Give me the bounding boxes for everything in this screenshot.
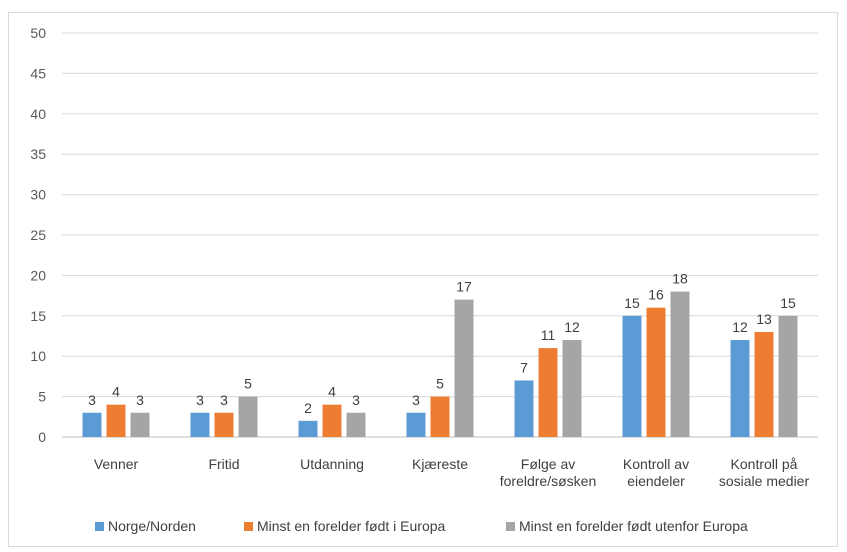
data-label: 5 xyxy=(436,376,444,392)
bar xyxy=(190,412,210,437)
chart-frame xyxy=(8,12,838,547)
y-tick-label: 20 xyxy=(30,267,46,283)
x-category-label: Kontroll på xyxy=(731,456,798,472)
data-label: 12 xyxy=(564,319,580,335)
data-label: 18 xyxy=(672,271,688,287)
x-category-label: foreldre/søsken xyxy=(500,473,596,489)
data-label: 12 xyxy=(732,319,748,335)
bar xyxy=(298,420,318,437)
data-label: 2 xyxy=(304,400,312,416)
x-category-label: Venner xyxy=(94,456,139,472)
bar xyxy=(670,291,690,437)
x-category-label: Følge av xyxy=(521,456,575,472)
bar xyxy=(778,315,798,437)
data-label: 3 xyxy=(220,392,228,408)
x-category-label: Kontroll av xyxy=(623,456,689,472)
data-label: 15 xyxy=(624,295,640,311)
x-axis: Venner Fritid Utdanning Kjæreste Følge avfor… xyxy=(94,456,810,489)
x-category-label: sosiale medier xyxy=(719,473,810,489)
bar xyxy=(514,380,534,437)
bar xyxy=(622,315,642,437)
legend-label: Minst en forelder født utenfor Europa xyxy=(519,518,748,534)
bars xyxy=(82,291,798,437)
data-label: 3 xyxy=(196,392,204,408)
data-label: 15 xyxy=(780,295,796,311)
data-label: 7 xyxy=(520,359,528,375)
x-category-label: Utdanning xyxy=(300,456,364,472)
y-tick-label: 30 xyxy=(30,187,46,203)
y-tick-label: 5 xyxy=(38,389,46,405)
bar xyxy=(754,331,774,437)
legend-item: Norge/Norden xyxy=(95,518,196,534)
y-axis: 0 5 10 15 20 25 30 35 40 45 50 xyxy=(30,25,46,445)
data-label: 4 xyxy=(328,384,336,400)
y-tick-label: 0 xyxy=(38,429,46,445)
data-label: 3 xyxy=(136,392,144,408)
legend: Norge/Norden Minst en forelder født i Eur… xyxy=(95,518,748,534)
data-label: 3 xyxy=(88,392,96,408)
bar xyxy=(454,299,474,437)
x-category-label: Kjæreste xyxy=(412,456,468,472)
bar xyxy=(562,340,582,437)
legend-swatch xyxy=(244,522,253,531)
legend-item: Minst en forelder født i Europa xyxy=(244,518,446,534)
bar xyxy=(214,412,234,437)
bar xyxy=(82,412,102,437)
legend-label: Minst en forelder født i Europa xyxy=(257,518,446,534)
data-label: 3 xyxy=(412,392,420,408)
legend-swatch xyxy=(506,522,515,531)
bar xyxy=(538,348,558,437)
data-label: 13 xyxy=(756,311,772,327)
bar xyxy=(238,396,258,437)
data-label: 3 xyxy=(352,392,360,408)
y-tick-label: 25 xyxy=(30,227,46,243)
bar xyxy=(130,412,150,437)
y-tick-label: 35 xyxy=(30,146,46,162)
y-tick-label: 45 xyxy=(30,65,46,81)
x-category-label: Fritid xyxy=(208,456,239,472)
bar xyxy=(646,307,666,437)
bar xyxy=(406,412,426,437)
gridlines xyxy=(62,32,818,438)
data-label: 5 xyxy=(244,376,252,392)
x-category-label: eiendeler xyxy=(627,473,685,489)
bar xyxy=(430,396,450,437)
y-tick-label: 50 xyxy=(30,25,46,41)
legend-swatch xyxy=(95,522,104,531)
legend-label: Norge/Norden xyxy=(108,518,196,534)
bar xyxy=(106,404,126,437)
y-tick-label: 15 xyxy=(30,308,46,324)
data-label: 17 xyxy=(456,279,472,295)
y-tick-label: 10 xyxy=(30,348,46,364)
bar xyxy=(730,340,750,437)
data-label: 11 xyxy=(541,327,556,343)
data-label: 4 xyxy=(112,384,120,400)
legend-item: Minst en forelder født utenfor Europa xyxy=(506,518,748,534)
bar xyxy=(322,404,342,437)
data-label: 16 xyxy=(648,287,664,303)
bar xyxy=(346,412,366,437)
y-tick-label: 40 xyxy=(30,106,46,122)
